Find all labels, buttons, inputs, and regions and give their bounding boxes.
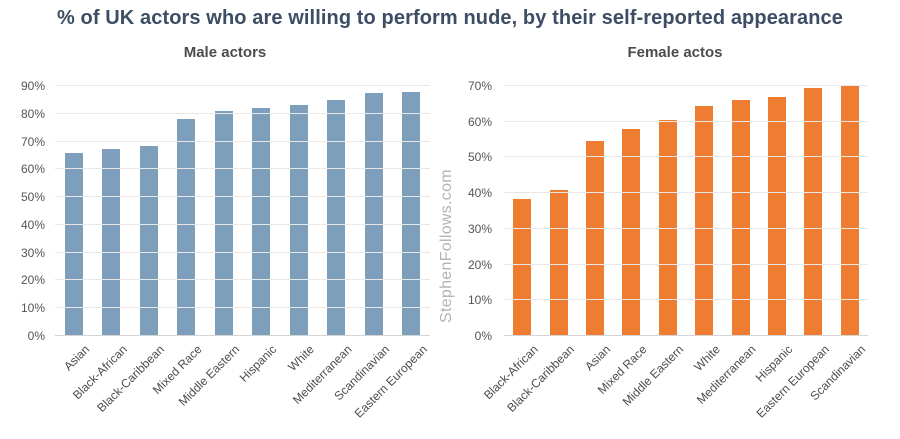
bar-black-african bbox=[513, 198, 532, 336]
female-chart-title: Female actos bbox=[627, 44, 723, 61]
page-title: % of UK actors who are willing to perfor… bbox=[56, 7, 844, 29]
x-tick-label: Asian bbox=[582, 342, 614, 374]
y-tick-label: 40% bbox=[467, 186, 492, 201]
bar-hispanic bbox=[252, 108, 271, 336]
x-tick-label: Eastern European bbox=[351, 342, 430, 421]
watermark: StephenFollows.com bbox=[438, 169, 455, 323]
bar-black-caribbean bbox=[139, 145, 158, 336]
bar-slot: Middle Eastern bbox=[175, 86, 243, 409]
x-tick-label: Hispanic bbox=[236, 342, 280, 385]
y-tick-label: 60% bbox=[467, 114, 492, 129]
female-actors-chart: Female actos 0% 10% 20% 30% 40% 50% 60% 70% Bla… bbox=[450, 44, 900, 421]
gridline bbox=[55, 223, 430, 225]
bar-mixed-race bbox=[622, 128, 641, 336]
gridline bbox=[504, 299, 868, 301]
bar-slot: Black-African bbox=[70, 86, 131, 402]
male-plot-area: Asian Black-African Black-Caribbean Mixed R… bbox=[55, 85, 431, 421]
bar-scandinavian bbox=[840, 86, 859, 336]
y-tick-label: 20% bbox=[467, 257, 492, 272]
gridline bbox=[55, 251, 430, 253]
gridline bbox=[504, 85, 868, 86]
bar-slot: Scandinavian bbox=[807, 86, 868, 403]
bar-scandinavian bbox=[364, 92, 383, 336]
gridline bbox=[504, 263, 868, 265]
gridline bbox=[504, 156, 868, 158]
male-bars: Asian Black-African Black-Caribbean Mixed R… bbox=[55, 86, 431, 421]
x-tick-label: White bbox=[285, 342, 317, 374]
y-tick-label: 0% bbox=[27, 329, 45, 343]
gridline bbox=[504, 192, 868, 194]
bar-eastern-european bbox=[402, 91, 421, 336]
x-tick-label: Black-Caribbean bbox=[504, 342, 577, 415]
bar-mediterranean bbox=[327, 99, 346, 336]
x-tick-label: Asian bbox=[60, 342, 92, 374]
y-tick-label: 30% bbox=[467, 221, 492, 236]
y-tick-label: 50% bbox=[467, 150, 492, 165]
bar-mediterranean bbox=[731, 100, 750, 336]
y-tick-label: 10% bbox=[467, 293, 492, 308]
bar-white bbox=[289, 105, 308, 336]
gridline bbox=[55, 168, 430, 170]
x-axis-baseline bbox=[55, 335, 430, 336]
bar-white bbox=[695, 105, 714, 336]
gridline bbox=[55, 279, 430, 281]
x-tick-label: White bbox=[690, 342, 723, 374]
bar-asian bbox=[64, 152, 83, 336]
y-tick-label: 10% bbox=[20, 301, 45, 316]
female-chart-body: 0% 10% 20% 30% 40% 50% 60% 70% Black-African Bla… bbox=[450, 80, 900, 421]
gridline bbox=[504, 120, 868, 122]
bar-slot: Mixed Race bbox=[595, 86, 650, 397]
bar-slot: White bbox=[280, 86, 318, 374]
male-actors-chart: Male actors 0% 10% 20% 30% 40% 50% 60% 70% 80% 90… bbox=[0, 44, 450, 421]
male-y-axis: 0% 10% 20% 30% 40% 50% 60% 70% 80% 90% bbox=[0, 80, 55, 342]
gridline bbox=[55, 307, 430, 309]
bar-slot: Hispanic bbox=[237, 86, 281, 385]
bar-slot: Eastern European bbox=[753, 86, 832, 421]
bar-slot: White bbox=[686, 86, 722, 374]
gridline bbox=[55, 112, 430, 114]
bar-slot: Asian bbox=[577, 86, 613, 373]
y-tick-label: 90% bbox=[20, 79, 45, 93]
bar-slot: Asian bbox=[55, 86, 93, 373]
y-tick-label: 50% bbox=[20, 190, 45, 205]
gridline bbox=[55, 85, 430, 86]
male-chart-title: Male actors bbox=[183, 44, 267, 61]
bar-slot: Scandinavian bbox=[331, 86, 393, 403]
y-tick-label: 30% bbox=[20, 245, 45, 260]
y-tick-label: 70% bbox=[20, 134, 45, 149]
bar-asian bbox=[586, 141, 605, 336]
y-tick-label: 70% bbox=[467, 79, 492, 93]
y-tick-label: 60% bbox=[20, 162, 45, 177]
gridline bbox=[55, 140, 430, 142]
y-tick-label: 40% bbox=[20, 217, 45, 232]
bar-slot: Mediterranean bbox=[290, 86, 356, 407]
bar-black-african bbox=[102, 148, 121, 336]
y-tick-label: 20% bbox=[20, 273, 45, 288]
bar-mixed-race bbox=[177, 119, 196, 336]
bar-slot: Eastern European bbox=[351, 86, 431, 421]
charts-row: Male actors 0% 10% 20% 30% 40% 50% 60% 70% 80% 90… bbox=[0, 44, 900, 421]
bar-slot: Black-Caribbean bbox=[94, 86, 168, 415]
x-axis-baseline bbox=[504, 335, 868, 336]
gridline bbox=[55, 196, 430, 198]
female-y-axis: 0% 10% 20% 30% 40% 50% 60% 70% bbox=[450, 80, 504, 342]
male-chart-body: 0% 10% 20% 30% 40% 50% 60% 70% 80% 90% Asian Black… bbox=[0, 80, 450, 421]
gridline bbox=[504, 227, 868, 229]
bar-eastern-european bbox=[804, 87, 823, 336]
bar-slot: Black-African bbox=[481, 86, 540, 402]
bar-slot: Mediterranean bbox=[694, 86, 759, 407]
y-tick-label: 80% bbox=[20, 106, 45, 121]
y-tick-label: 0% bbox=[474, 329, 492, 343]
bar-slot: Mixed Race bbox=[150, 86, 206, 397]
female-plot-area: Black-African Black-Caribbean Asian Mixed R… bbox=[481, 85, 868, 421]
